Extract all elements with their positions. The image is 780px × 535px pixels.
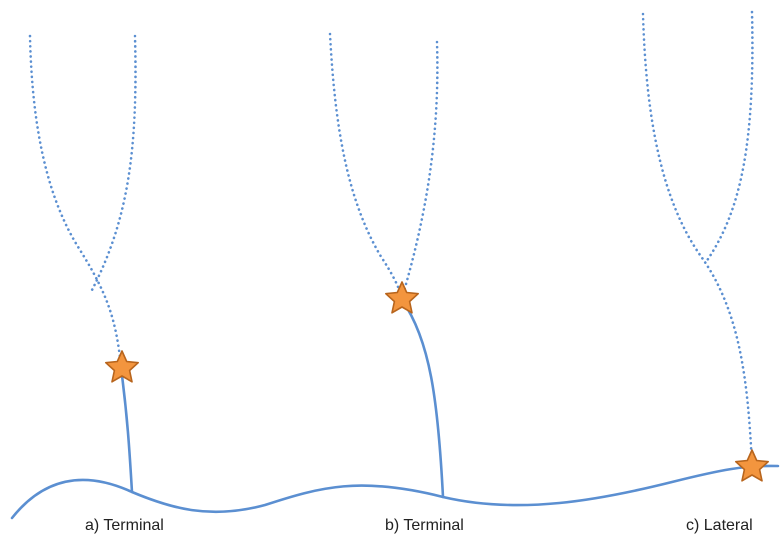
panel-a-dotted-left <box>28 34 123 368</box>
baseline-wave <box>10 464 780 520</box>
panel-a-star-icon <box>104 350 140 383</box>
panel-c-star-icon <box>734 449 770 482</box>
panel-b: b) Terminal <box>328 32 464 534</box>
panel-c-dotted-right <box>704 10 754 264</box>
panel-b-dotted-left <box>328 32 404 300</box>
panel-a-label: a) Terminal <box>85 517 164 534</box>
panel-b-dotted-right <box>400 40 439 300</box>
panel-b-label: b) Terminal <box>385 517 464 534</box>
panel-a-dotted-right <box>90 34 137 292</box>
panel-c: c) Lateral <box>641 10 770 534</box>
panel-a: a) Terminal <box>28 34 164 534</box>
panel-b-star-icon <box>384 281 420 314</box>
panel-c-dotted-left <box>641 12 754 468</box>
panel-b-solid-stem <box>400 298 445 499</box>
panel-c-label: c) Lateral <box>686 517 753 534</box>
panel-a-solid-stem <box>119 366 134 494</box>
